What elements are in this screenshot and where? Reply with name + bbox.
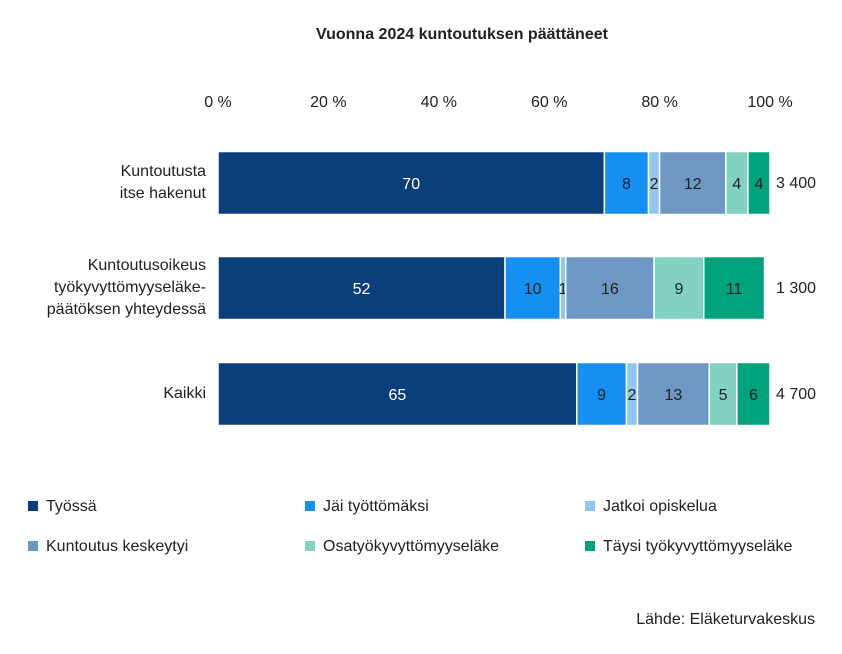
data-label: 8 bbox=[622, 176, 631, 193]
bar-segment bbox=[736, 361, 771, 427]
legend-label: Työssä bbox=[46, 498, 97, 515]
data-label: 11 bbox=[726, 281, 743, 298]
legend-label: Täysi työkyvyttömyyseläke bbox=[603, 538, 792, 555]
category-label: Kuntoutusta itse hakenut bbox=[119, 163, 206, 202]
category-label: Kuntoutusoikeus työkyvyttömyyseläke- pää… bbox=[46, 257, 206, 318]
legend-label: Jäi työttömäksi bbox=[323, 498, 429, 515]
data-label: 70 bbox=[402, 176, 420, 193]
legend-swatch bbox=[28, 541, 38, 551]
data-label: 5 bbox=[719, 387, 728, 404]
bar-segment bbox=[703, 255, 766, 321]
chart-title: Vuonna 2024 kuntoutuksen päättäneet bbox=[316, 26, 609, 43]
data-label: 2 bbox=[628, 387, 637, 404]
total-label: 1 300 bbox=[776, 280, 816, 297]
x-tick-label: 80 % bbox=[641, 94, 677, 111]
bar-segment bbox=[653, 255, 705, 321]
legend-label: Kuntoutus keskeytyi bbox=[46, 538, 188, 555]
data-label: 12 bbox=[684, 176, 702, 193]
bar-segment bbox=[217, 255, 506, 321]
total-label: 4 700 bbox=[776, 386, 816, 403]
x-tick-label: 0 % bbox=[204, 94, 232, 111]
legend-swatch bbox=[28, 501, 38, 511]
bar-segment bbox=[504, 255, 561, 321]
data-label: 9 bbox=[597, 387, 606, 404]
data-label: 65 bbox=[389, 387, 407, 404]
x-tick-label: 60 % bbox=[531, 94, 567, 111]
source: Lähde: Eläketurvakeskus bbox=[636, 611, 815, 628]
legend-label: Jatkoi opiskelua bbox=[603, 498, 717, 515]
data-label: 4 bbox=[732, 176, 741, 193]
data-label: 9 bbox=[674, 281, 683, 298]
data-label: 1 bbox=[559, 281, 568, 298]
data-label: 10 bbox=[524, 281, 542, 298]
bar-segment bbox=[747, 150, 771, 216]
x-tick-label: 100 % bbox=[747, 94, 792, 111]
legend-swatch bbox=[585, 501, 595, 511]
bar-segment bbox=[708, 361, 738, 427]
data-label: 52 bbox=[353, 281, 371, 298]
legend-label: Osatyökyvyttömyyseläke bbox=[323, 538, 499, 555]
data-label: 6 bbox=[749, 387, 758, 404]
bar-segment bbox=[217, 361, 578, 427]
data-label: 2 bbox=[650, 176, 659, 193]
bar-segment bbox=[603, 150, 650, 216]
legend-swatch bbox=[585, 541, 595, 551]
data-label: 13 bbox=[665, 387, 683, 404]
legend-swatch bbox=[305, 501, 315, 511]
x-tick-label: 40 % bbox=[421, 94, 457, 111]
total-label: 3 400 bbox=[776, 175, 816, 192]
legend-swatch bbox=[305, 541, 315, 551]
data-label: 4 bbox=[755, 176, 764, 193]
x-tick-label: 20 % bbox=[310, 94, 346, 111]
category-label: Kaikki bbox=[163, 385, 206, 402]
data-label: 16 bbox=[601, 281, 619, 298]
bar-segment bbox=[217, 150, 606, 216]
